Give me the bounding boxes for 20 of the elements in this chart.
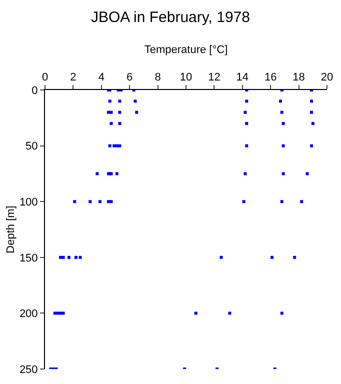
x-tick-label: 6 bbox=[126, 72, 133, 84]
y-tick-label: 200 bbox=[19, 308, 38, 320]
x-tick-label: 18 bbox=[292, 72, 305, 84]
y-tick-label: 100 bbox=[19, 196, 38, 208]
x-tick-label: 4 bbox=[98, 72, 104, 84]
y-tick-label: 150 bbox=[19, 252, 38, 264]
x-tick-label: 12 bbox=[208, 72, 220, 84]
x-tick-label: 0 bbox=[42, 72, 48, 84]
x-axis-title: Temperature [°C] bbox=[144, 44, 228, 56]
x-tick-label: 2 bbox=[70, 72, 76, 84]
x-tick-label: 8 bbox=[154, 72, 161, 84]
x-tick-label: 16 bbox=[264, 72, 277, 84]
chart-title: JBOA in February, 1978 bbox=[91, 9, 250, 26]
y-tick-label: 250 bbox=[19, 364, 38, 376]
y-tick-label: 50 bbox=[26, 140, 38, 153]
x-tick-label: 14 bbox=[236, 72, 249, 84]
y-axis-title: Depth [m] bbox=[5, 206, 18, 254]
x-tick-label: 10 bbox=[180, 72, 192, 84]
x-tick-label: 20 bbox=[320, 72, 334, 84]
y-tick-label: 0 bbox=[32, 84, 38, 97]
